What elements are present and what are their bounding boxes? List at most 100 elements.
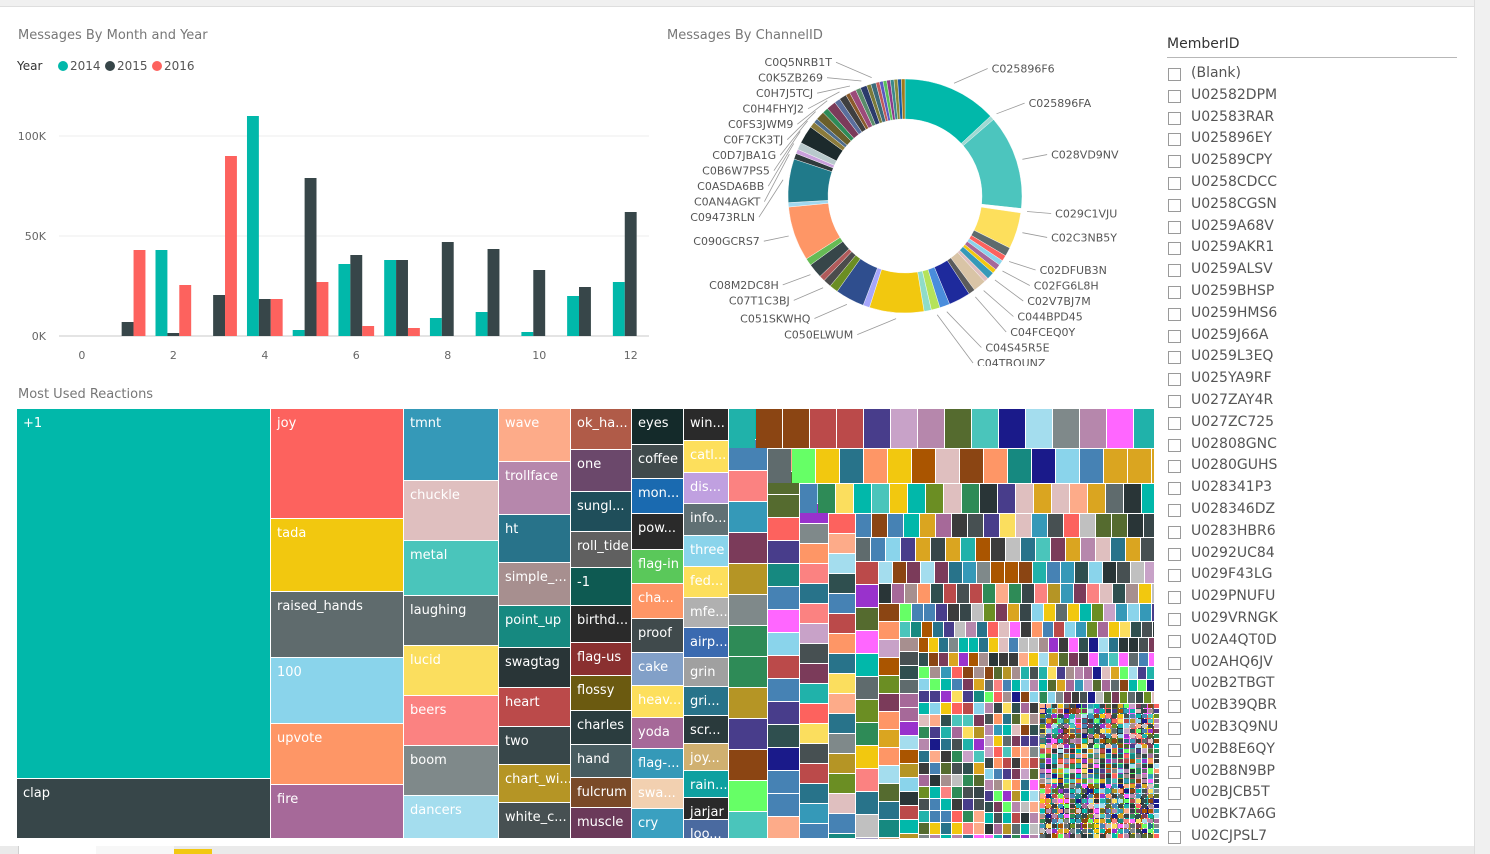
treemap-small-tile[interactable] [1124,809,1129,813]
treemap-small-tile[interactable] [1012,780,1020,790]
legend-label-2014[interactable]: 2014 [70,59,101,73]
treemap-tile-heav...[interactable]: heav... [632,686,683,717]
treemap-small-tile[interactable] [1112,746,1117,755]
treemap-small-tile[interactable] [963,562,976,583]
treemap-small-tile[interactable] [1145,806,1149,814]
treemap-small-tile[interactable] [1036,538,1050,561]
treemap-tile-rect[interactable] [571,532,631,567]
treemap-small-tile[interactable] [1154,834,1159,838]
treemap-small-tile[interactable] [1039,638,1048,652]
treemap-small-tile[interactable] [1106,776,1111,785]
treemap-small-tile[interactable] [974,691,984,702]
treemap-small-tile[interactable] [941,751,951,762]
treemap-small-tile[interactable] [1052,744,1057,748]
treemap-small-tile[interactable] [1136,834,1141,838]
treemap-small-tile[interactable] [1064,749,1069,753]
treemap-small-tile[interactable] [1100,709,1105,713]
treemap-small-tile[interactable] [1106,724,1111,728]
treemap-small-tile[interactable] [1076,719,1081,723]
treemap-tile-rect[interactable] [684,536,728,566]
treemap-small-tile[interactable] [1046,744,1051,748]
treemap-small-tile[interactable] [1100,756,1105,765]
treemap-small-tile[interactable] [1070,704,1075,708]
treemap-small-tile[interactable] [979,653,988,666]
treemap-small-tile[interactable] [1154,814,1159,818]
treemap-small-tile[interactable] [1142,622,1152,637]
treemap-small-tile[interactable] [985,824,993,834]
treemap-small-tile[interactable] [1094,809,1099,813]
treemap-tile-rect[interactable] [17,409,270,778]
treemap-tile-rect[interactable] [404,409,498,480]
treemap-small-tile[interactable] [1148,744,1153,748]
treemap-small-tile[interactable] [1106,714,1111,718]
treemap-tile-cha...[interactable]: cha... [632,584,683,618]
treemap-small-tile[interactable] [1070,756,1075,765]
treemap-small-tile[interactable] [1082,824,1087,828]
treemap-small-tile[interactable] [1021,747,1029,757]
treemap-small-tile[interactable] [1118,709,1123,713]
treemap-small-tile[interactable] [1130,769,1135,773]
treemap-tile-catl...[interactable]: catl... [684,441,728,472]
treemap-small-tile[interactable] [1094,714,1099,718]
treemap-small-tile[interactable] [1003,769,1011,779]
treemap-small-tile[interactable] [1076,756,1081,765]
treemap-small-tile[interactable] [1100,809,1105,813]
treemap-small-tile[interactable] [900,604,911,621]
treemap-small-tile[interactable] [941,715,951,726]
treemap-small-tile[interactable] [900,750,918,763]
treemap-small-tile[interactable] [1082,709,1087,713]
treemap-small-tile[interactable] [1124,736,1130,745]
treemap-small-tile[interactable] [1088,789,1093,793]
slicer-item[interactable]: U02BJCB5T [1167,781,1457,803]
treemap-small-tile[interactable] [1112,799,1117,803]
treemap-small-tile[interactable] [996,604,1007,621]
treemap-small-tile[interactable] [1090,786,1094,795]
treemap-small-tile[interactable] [1066,680,1074,691]
treemap-small-tile[interactable] [1021,769,1029,779]
treemap-small-tile[interactable] [1082,754,1087,758]
treemap-small-tile[interactable] [1040,692,1047,703]
treemap-small-tile[interactable] [1064,769,1069,773]
slicer-checkbox[interactable] [1168,743,1181,757]
treemap-small-tile[interactable] [1076,749,1081,753]
slicer-item[interactable]: U027ZAY4R [1167,389,1457,411]
treemap-small-tile[interactable] [1021,835,1029,838]
treemap-small-tile[interactable] [1112,734,1117,738]
treemap-small-tile[interactable] [1084,680,1092,691]
treemap-small-tile[interactable] [1130,824,1135,828]
treemap-small-tile[interactable] [1008,604,1019,621]
treemap-tile-rect[interactable] [404,596,498,645]
treemap-small-tile[interactable] [1094,829,1099,833]
treemap-small-tile[interactable] [994,791,1002,801]
treemap-small-tile[interactable] [1048,680,1056,691]
treemap-small-tile[interactable] [800,764,828,783]
treemap-small-tile[interactable] [1112,789,1117,793]
treemap-small-tile[interactable] [1136,739,1141,743]
treemap-small-tile[interactable] [1090,806,1094,814]
treemap-small-tile[interactable] [952,763,962,774]
treemap-small-tile[interactable] [963,703,973,714]
treemap-small-tile[interactable] [856,792,878,814]
treemap-tile-heart[interactable]: heart [499,688,570,726]
treemap-small-tile[interactable] [1105,815,1109,822]
treemap-small-tile[interactable] [879,748,899,765]
treemap-small-tile[interactable] [994,680,1002,691]
treemap-small-tile[interactable] [1100,814,1105,818]
treemap-small-tile[interactable] [1012,824,1020,834]
treemap-small-tile[interactable] [1112,776,1117,785]
treemap-small-tile[interactable] [1118,749,1123,753]
treemap-small-tile[interactable] [1130,786,1134,795]
treemap-small-tile[interactable] [1064,823,1067,830]
treemap-small-tile[interactable] [1142,764,1147,768]
slicer-checkbox[interactable] [1168,220,1181,234]
treemap-small-tile[interactable] [1088,704,1093,708]
bar-2014-2[interactable] [155,250,168,336]
treemap-small-tile[interactable] [941,763,951,774]
treemap-small-tile[interactable] [1003,780,1011,790]
treemap-small-tile[interactable] [1130,819,1135,823]
treemap-tile-rect[interactable] [571,676,631,710]
treemap-small-tile[interactable] [729,471,767,501]
treemap-small-tile[interactable] [1070,809,1075,813]
treemap-small-tile[interactable] [1125,786,1129,795]
page-tab-highlight[interactable] [174,849,212,854]
